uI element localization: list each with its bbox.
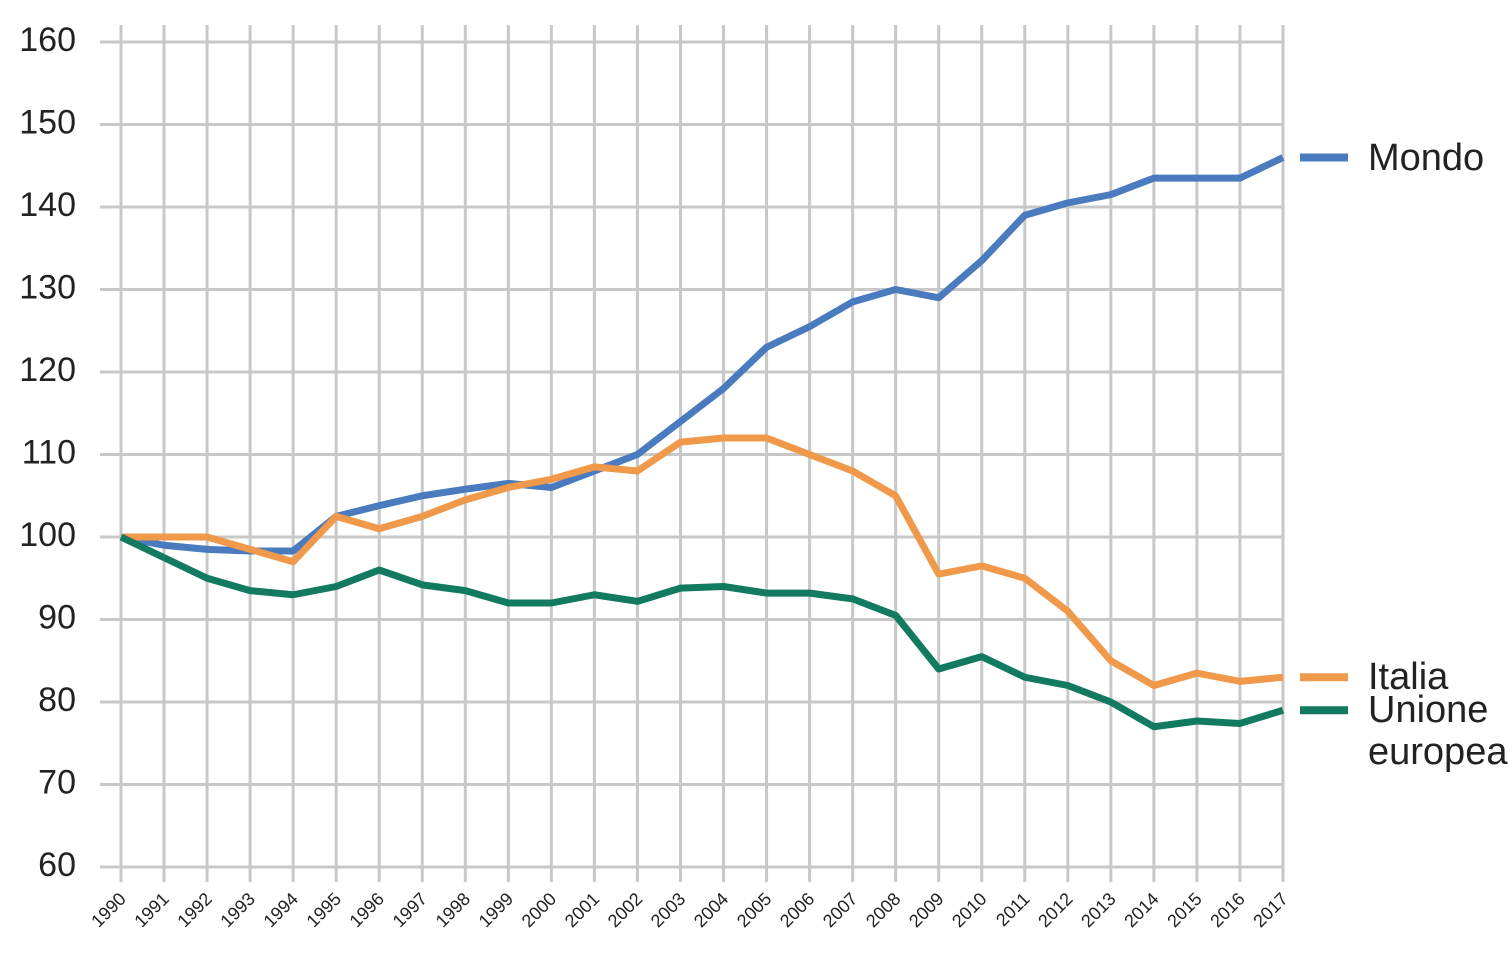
x-tick-label: 1995 <box>303 889 345 931</box>
x-tick-label: 2000 <box>518 889 560 931</box>
x-tick-label: 2005 <box>733 889 775 931</box>
legend-label: Unione europea <box>1368 689 1508 774</box>
x-tick-label: 2003 <box>647 889 689 931</box>
x-tick-label: 2004 <box>690 889 732 931</box>
x-tick-label: 2012 <box>1034 889 1076 931</box>
x-tick-label: 1994 <box>260 889 302 931</box>
x-tick-label: 1996 <box>346 889 388 931</box>
x-tick-label: 2011 <box>992 889 1034 931</box>
y-tick-label: 120 <box>19 351 76 389</box>
x-tick-label: 1992 <box>173 889 215 931</box>
x-tick-label: 1998 <box>432 889 474 931</box>
legend-label: Italia <box>1368 656 1449 699</box>
series-line <box>120 154 1285 555</box>
x-tick-label: 2006 <box>776 889 818 931</box>
y-tick-label: 140 <box>19 186 76 224</box>
x-tick-label: 1990 <box>87 889 129 931</box>
x-tick-label: 2002 <box>604 889 646 931</box>
x-tick-label: 2014 <box>1120 889 1162 931</box>
y-tick-label: 80 <box>38 681 76 719</box>
y-tick-label: 130 <box>19 268 76 306</box>
x-tick-label: 1999 <box>475 889 517 931</box>
x-tick-label: 2010 <box>948 889 990 931</box>
x-tick-label: 2016 <box>1206 889 1248 931</box>
y-tick-label: 90 <box>38 598 76 636</box>
y-tick-label: 100 <box>19 516 76 554</box>
y-tick-label: 150 <box>19 103 76 141</box>
legend-label: Mondo <box>1368 136 1485 179</box>
y-tick-label: 60 <box>38 846 76 884</box>
y-tick-label: 110 <box>22 433 76 471</box>
x-tick-label: 2017 <box>1249 889 1291 931</box>
x-tick-label: 2008 <box>862 889 904 931</box>
y-tick-label: 70 <box>38 763 76 801</box>
x-tick-label: 2009 <box>905 889 947 931</box>
x-tick-label: 1997 <box>389 889 431 931</box>
x-tick-label: 1991 <box>130 889 172 931</box>
series-line <box>119 533 1285 731</box>
y-tick-label: 160 <box>19 21 76 59</box>
x-tick-label: 2007 <box>819 889 861 931</box>
x-tick-label: 2013 <box>1077 889 1119 931</box>
x-tick-label: 1993 <box>216 889 258 931</box>
x-tick-label: 2015 <box>1163 889 1205 931</box>
x-tick-label: 2001 <box>561 889 603 931</box>
series-line <box>121 434 1284 689</box>
